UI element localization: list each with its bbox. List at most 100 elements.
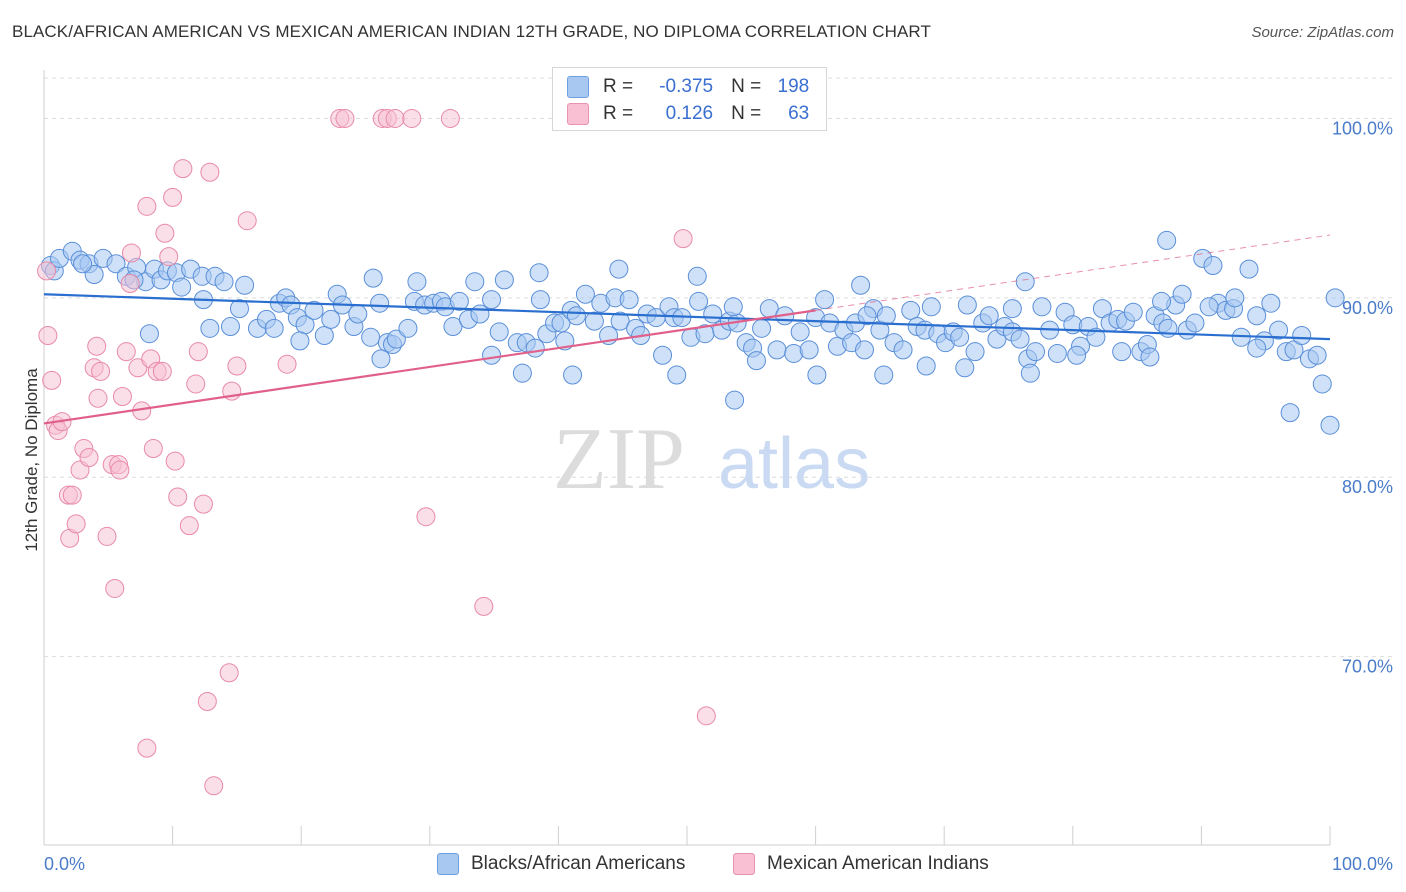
point-blacks-186 <box>874 365 894 385</box>
point-mexican-8 <box>62 485 82 505</box>
point-blacks-199 <box>851 275 871 295</box>
point-blacks-64 <box>530 290 550 310</box>
chart-title: BLACK/AFRICAN AMERICAN VS MEXICAN AMERIC… <box>12 22 931 41</box>
point-mexican-9 <box>66 514 86 534</box>
point-mexican-57 <box>402 108 422 128</box>
legend-r-label: R = <box>603 103 634 124</box>
point-mexican-34 <box>155 223 175 243</box>
point-blacks-126 <box>979 306 999 326</box>
point-mexican-61 <box>673 229 693 249</box>
point-blacks-67 <box>551 313 571 333</box>
point-blacks-24 <box>229 299 249 319</box>
x-tick-label-max: 100.0% <box>1332 854 1393 874</box>
point-mexican-41 <box>186 374 206 394</box>
point-blacks-8 <box>106 254 126 274</box>
legend-row-blacks: R = -0.375 N = 198 <box>567 75 809 99</box>
point-mexican-49 <box>227 356 247 376</box>
y-tick-label-80: 80.0% <box>1342 477 1393 497</box>
point-mexican-25 <box>121 243 141 263</box>
point-blacks-200 <box>363 268 383 288</box>
x-tick-label-min: 0.0% <box>44 854 85 874</box>
point-blacks-190 <box>746 351 766 371</box>
point-blacks-193 <box>73 254 93 274</box>
series-mexican-points <box>37 108 716 796</box>
point-mexican-15 <box>88 388 108 408</box>
correlation-legend: R = -0.375 N = 198 R = 0.126 N = 63 <box>552 67 827 131</box>
point-blacks-122 <box>950 327 970 347</box>
point-mexican-21 <box>110 460 130 480</box>
point-blacks-196 <box>609 259 629 279</box>
point-blacks-168 <box>1292 326 1312 346</box>
point-blacks-176 <box>1199 297 1219 317</box>
point-blacks-184 <box>512 363 532 383</box>
point-blacks-178 <box>955 358 975 378</box>
point-blacks-112 <box>876 306 896 326</box>
point-blacks-135 <box>1047 343 1067 363</box>
point-blacks-171 <box>1312 374 1332 394</box>
point-blacks-173 <box>1325 288 1345 308</box>
point-blacks-22 <box>214 272 234 292</box>
point-mexican-36 <box>163 187 183 207</box>
point-mexican-22 <box>112 387 132 407</box>
point-blacks-183 <box>371 349 391 369</box>
point-blacks-203 <box>1152 291 1172 311</box>
legend-row-mexican: R = 0.126 N = 63 <box>567 102 809 126</box>
point-blacks-133 <box>1032 297 1052 317</box>
point-mexican-12 <box>79 448 99 467</box>
gridlines <box>44 77 1394 658</box>
point-blacks-95 <box>752 318 772 338</box>
point-mexican-44 <box>197 691 217 711</box>
legend-n-value-mexican: 63 <box>788 103 810 124</box>
point-blacks-191 <box>916 356 936 376</box>
trend-line-blacks <box>43 293 1331 341</box>
point-mexican-42 <box>188 342 208 362</box>
trend-line-mexican-extension <box>815 234 1331 311</box>
point-blacks-181 <box>563 365 583 385</box>
point-blacks-101 <box>799 340 819 360</box>
point-blacks-188 <box>1140 347 1160 367</box>
y-tick-label-70: 70.0% <box>1342 657 1393 677</box>
point-blacks-99 <box>784 343 804 363</box>
point-blacks-164 <box>1261 293 1281 313</box>
point-blacks-194 <box>139 324 159 344</box>
bottom-legend-blacks: Blacks/African Americans <box>437 852 685 876</box>
point-blacks-205 <box>857 306 877 326</box>
point-mexican-46 <box>204 776 224 796</box>
point-mexican-40 <box>179 516 199 536</box>
point-blacks-162 <box>1247 306 1267 326</box>
point-blacks-63 <box>525 338 545 358</box>
point-blacks-60 <box>494 270 514 290</box>
point-blacks-77 <box>619 290 639 310</box>
point-blacks-53 <box>443 317 463 337</box>
point-mexican-1 <box>38 326 58 346</box>
legend-swatch-blue <box>567 76 589 98</box>
point-mexican-50 <box>237 211 257 231</box>
point-blacks-187 <box>1020 363 1040 383</box>
point-blacks-204 <box>1002 299 1022 319</box>
point-blacks-56 <box>465 272 485 292</box>
point-blacks-115 <box>901 300 921 320</box>
point-blacks-58 <box>482 290 502 310</box>
point-blacks-100 <box>790 322 810 342</box>
point-blacks-179 <box>807 365 827 385</box>
y-axis-title: 12th Grade, No Diploma <box>22 368 41 552</box>
point-blacks-185 <box>725 390 745 410</box>
point-blacks-28 <box>264 318 284 338</box>
point-mexican-35 <box>159 247 179 267</box>
legend-swatch-pink <box>567 103 589 125</box>
point-blacks-197 <box>687 266 707 286</box>
point-mexican-47 <box>219 663 239 683</box>
point-blacks-174 <box>1280 403 1300 423</box>
point-mexican-31 <box>143 439 163 459</box>
point-blacks-154 <box>1185 313 1205 333</box>
point-blacks-175 <box>1157 230 1177 250</box>
point-blacks-132 <box>1026 342 1046 362</box>
legend-r-label: R = <box>603 76 634 97</box>
point-blacks-46 <box>398 318 418 338</box>
watermark-zip: ZIP <box>553 411 685 508</box>
point-blacks-35 <box>314 326 334 346</box>
point-mexican-56 <box>385 108 405 128</box>
point-mexican-14 <box>87 336 107 356</box>
point-blacks-71 <box>575 284 595 304</box>
